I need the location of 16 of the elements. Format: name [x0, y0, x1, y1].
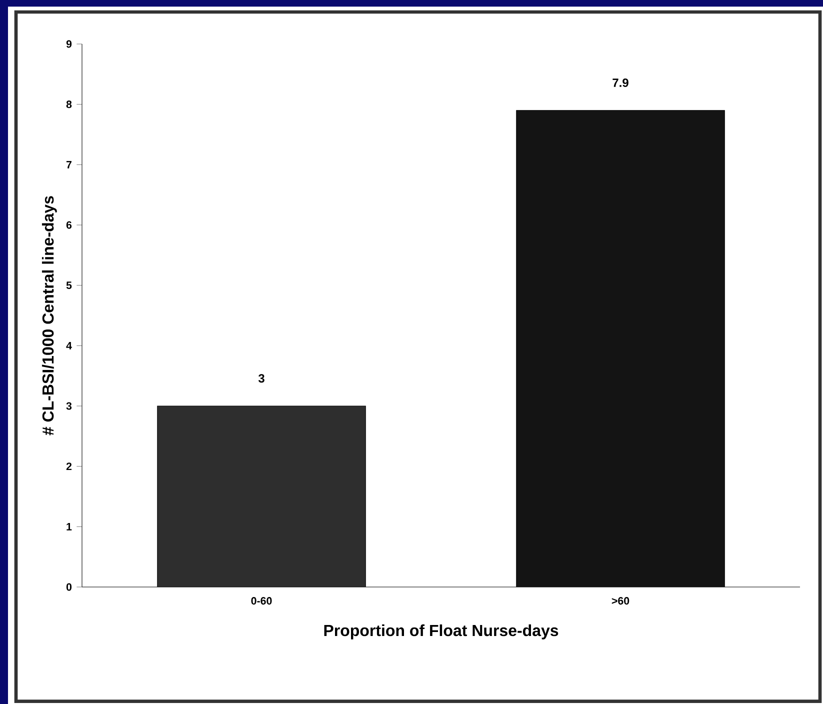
y-tick-label: 5 — [66, 282, 72, 290]
x-tick-label: >60 — [612, 597, 630, 605]
y-axis-title: # CL-BSI/1000 Central line-days — [42, 196, 57, 436]
y-tick-label: 2 — [66, 462, 72, 470]
x-axis-title: Proportion of Float Nurse-days — [324, 624, 558, 640]
y-tick-label: 0 — [66, 583, 72, 591]
x-tick-label: 0-60 — [251, 597, 272, 605]
y-tick-label: 6 — [66, 221, 72, 229]
y-tick-label: 4 — [66, 342, 72, 350]
y-tick-label: 9 — [66, 40, 72, 48]
data-label: 7.9 — [612, 78, 628, 87]
y-tick-label: 1 — [66, 522, 72, 530]
y-tick-label: 3 — [66, 402, 72, 410]
data-label: 3 — [258, 374, 264, 383]
y-tick-label: 8 — [66, 100, 72, 108]
y-tick-label: 7 — [66, 160, 72, 168]
